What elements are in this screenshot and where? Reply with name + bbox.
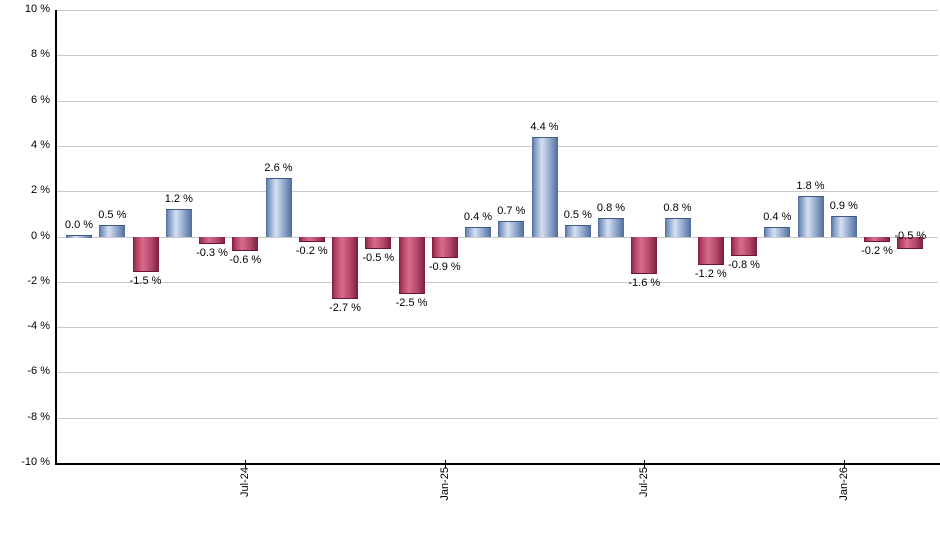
bar — [232, 236, 259, 252]
bar-value-label: -0.9 % — [428, 260, 461, 273]
bar-value-label: -1.2 % — [694, 267, 727, 280]
bar — [165, 209, 192, 238]
x-axis-tick-mark — [644, 460, 646, 468]
y-axis-tick-label: 4 % — [31, 138, 50, 151]
bar — [864, 236, 890, 242]
bar — [132, 236, 159, 272]
gridline — [57, 236, 938, 238]
bar — [332, 236, 358, 299]
bar-value-label: 4.4 % — [530, 120, 559, 133]
gridline — [57, 100, 938, 102]
bar — [531, 136, 558, 238]
bar-value-label: 0.0 % — [64, 219, 94, 231]
bar — [764, 227, 791, 238]
bar — [897, 236, 924, 249]
y-axis-tick-label: 10 % — [24, 3, 50, 15]
bar — [99, 225, 126, 238]
gridline — [57, 417, 938, 419]
gridline — [57, 281, 938, 283]
x-axis-tick-label: Jul-24 — [239, 467, 252, 497]
bar — [398, 236, 425, 295]
bar-value-label: -0.2 % — [295, 245, 328, 257]
x-axis-tick-mark — [245, 460, 247, 468]
bar-value-label: -0.5 % — [362, 251, 395, 264]
y-axis-tick-label: 0 % — [31, 229, 50, 242]
bar — [797, 195, 824, 238]
gridline — [57, 327, 938, 329]
bar — [830, 216, 857, 238]
bar — [365, 236, 392, 249]
y-axis-tick-label: 6 % — [31, 93, 50, 106]
bar-value-label: 0.7 % — [497, 204, 526, 217]
bar — [199, 236, 225, 245]
bar — [298, 236, 325, 242]
bar — [631, 236, 658, 274]
bar-value-label: -1.5 % — [129, 274, 162, 287]
bar — [598, 218, 624, 238]
y-axis-tick-label: -8 % — [27, 410, 50, 423]
x-axis-line — [55, 463, 940, 465]
bar-value-label: -0.6 % — [229, 254, 262, 267]
y-axis-tick-label: -6 % — [27, 365, 50, 378]
bar-value-label: 0.9 % — [829, 200, 858, 213]
bar — [697, 236, 724, 265]
gridline — [57, 191, 938, 193]
bar-value-label: -2.5 % — [395, 297, 428, 310]
bar — [564, 225, 591, 238]
bar-value-label: 1.2 % — [164, 193, 193, 206]
bar — [431, 236, 458, 258]
y-axis-tick-label: 8 % — [31, 48, 50, 61]
bar-value-label: 0.4 % — [763, 211, 792, 224]
y-axis-tick-label: 2 % — [31, 184, 50, 197]
bar — [265, 177, 292, 238]
x-axis-tick-mark — [444, 460, 446, 468]
bar-value-label: 0.4 % — [463, 211, 493, 224]
bar — [731, 236, 757, 256]
bar-value-label: 1.8 % — [796, 179, 825, 192]
x-axis-tick-label: Jul-25 — [638, 467, 651, 497]
x-axis-tick-label: Jan-25 — [438, 467, 451, 501]
bar-value-label: 0.5 % — [563, 209, 592, 222]
bar-value-label: -0.5 % — [894, 229, 927, 242]
bar-value-label: -2.7 % — [329, 301, 361, 314]
bar-value-label: 0.5 % — [98, 209, 127, 222]
bar-value-label: -0.2 % — [861, 245, 893, 257]
bar-value-label: 2.6 % — [264, 161, 293, 174]
bar-value-label: 0.8 % — [663, 202, 692, 215]
bar — [664, 218, 691, 238]
x-axis-tick-mark — [843, 460, 845, 468]
gridline — [57, 145, 938, 147]
bar — [465, 227, 491, 238]
bar-value-label: 0.8 % — [596, 202, 626, 215]
bar-value-label: -1.6 % — [628, 276, 661, 289]
gridline — [57, 10, 938, 11]
x-axis-tick-label: Jan-26 — [837, 467, 850, 501]
y-axis-tick-label: -2 % — [27, 274, 50, 287]
gridline — [57, 55, 938, 57]
y-axis-line — [55, 10, 57, 463]
y-axis-tick-label: -4 % — [27, 320, 50, 333]
y-axis-tick-label: -10 % — [21, 456, 50, 468]
gridline — [57, 372, 938, 374]
bar-value-label: -0.3 % — [196, 247, 228, 260]
bar — [66, 235, 92, 238]
bar — [498, 220, 525, 238]
bar-value-label: -0.8 % — [728, 258, 760, 271]
